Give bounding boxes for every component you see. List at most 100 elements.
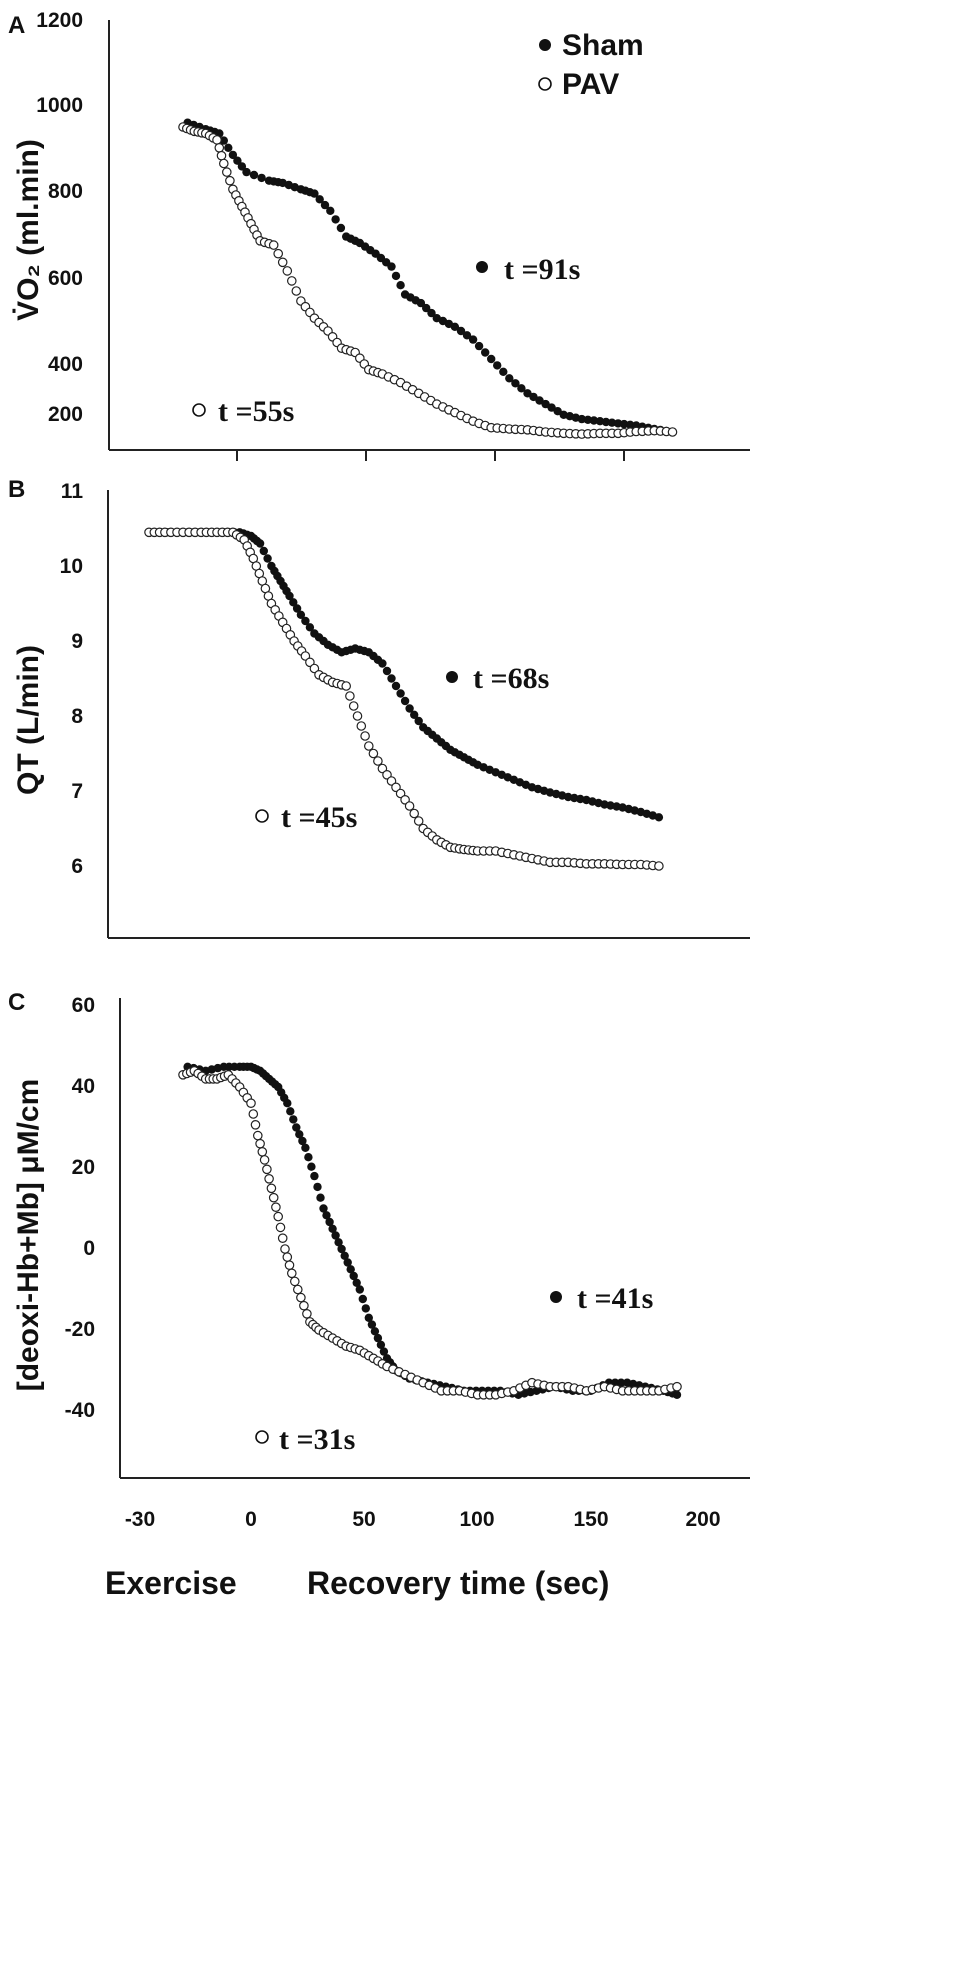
data-point: [352, 1278, 361, 1288]
panel-a-series-sham: [183, 118, 677, 437]
panel-c-ytick: 0: [83, 1237, 95, 1260]
data-point: [356, 721, 367, 731]
data-point: [263, 554, 272, 563]
data-point: [379, 1347, 389, 1356]
data-point: [511, 379, 520, 388]
panel-c-xtick: 150: [573, 1508, 608, 1531]
data-point: [396, 689, 405, 698]
data-point: [364, 1313, 373, 1323]
data-point: [286, 1268, 297, 1279]
panel-b-series-pav: [144, 527, 664, 871]
data-point: [277, 257, 288, 268]
data-point: [304, 1153, 313, 1162]
panel-b-ytick: 6: [71, 855, 83, 878]
data-point: [301, 616, 310, 626]
data-point: [212, 135, 222, 145]
data-point: [387, 674, 396, 683]
panel-c-xtick: 0: [245, 1508, 257, 1531]
x-label-exercise: Exercise: [105, 1565, 237, 1601]
legend: Sham PAV: [538, 29, 644, 101]
data-point: [310, 1171, 319, 1181]
data-point: [360, 731, 370, 741]
panel-c-y-ticks: 60 40 20 0 -20 -40: [65, 994, 95, 1422]
data-point: [667, 427, 678, 437]
data-point: [285, 591, 294, 601]
data-point: [264, 1174, 274, 1184]
data-point: [382, 666, 392, 676]
data-point: [505, 374, 514, 383]
data-point: [257, 1147, 268, 1157]
data-point: [299, 1300, 309, 1311]
data-point: [363, 741, 374, 751]
data-point: [296, 1292, 306, 1303]
panel-c-xtick: -30: [125, 1508, 155, 1531]
panel-c-ytick: -20: [65, 1318, 95, 1341]
data-point: [373, 756, 383, 766]
panel-b-pav-annotation-marker: [255, 809, 269, 823]
data-point: [368, 748, 379, 759]
panel-b-sham-annotation-marker: [446, 671, 458, 683]
panel-c-y-label: [deoxi-Hb+Mb] μM/cm: [12, 1079, 45, 1392]
data-point: [517, 384, 526, 393]
legend-sham-label: Sham: [562, 29, 644, 62]
data-point: [387, 262, 396, 271]
panel-a: A 1200 1000 800 600 400 200 V̇O₂ (ml.min…: [8, 9, 750, 461]
data-point: [301, 1143, 310, 1153]
data-point: [286, 1107, 295, 1116]
data-point: [616, 1378, 626, 1387]
data-point: [395, 788, 406, 799]
data-point: [282, 266, 293, 276]
data-point: [295, 1130, 304, 1139]
data-point: [456, 326, 466, 336]
data-point: [309, 663, 320, 674]
data-point: [348, 701, 359, 711]
data-point: [277, 1233, 288, 1243]
data-point: [422, 303, 431, 313]
data-point: [313, 1182, 322, 1192]
data-point: [322, 1211, 331, 1220]
data-point: [325, 1217, 334, 1227]
panel-c-sham-annotation-marker: [550, 1291, 562, 1303]
data-point: [237, 162, 247, 171]
data-point: [268, 240, 279, 250]
data-point: [248, 1109, 259, 1119]
data-point: [427, 308, 436, 318]
data-point: [315, 195, 324, 204]
panel-b-y-label: QT (L/min): [12, 645, 45, 795]
data-point: [336, 223, 346, 233]
data-point: [246, 1098, 256, 1108]
data-point: [535, 396, 544, 405]
panel-a-pav-annotation: t =55s: [218, 395, 294, 428]
data-point: [331, 1231, 340, 1240]
data-point: [376, 1340, 386, 1350]
data-point: [589, 416, 599, 425]
data-point: [286, 276, 297, 286]
data-point: [310, 189, 319, 198]
data-point: [266, 1183, 277, 1194]
data-point: [326, 206, 335, 215]
panel-c-ytick: 20: [72, 1156, 95, 1179]
data-point: [405, 704, 414, 713]
data-point: [391, 681, 401, 691]
data-point: [404, 801, 415, 811]
panel-b-sham-annotation: t =68s: [473, 662, 549, 695]
panel-a-y-ticks: 1200 1000 800 600 400 200: [36, 9, 83, 426]
data-point: [499, 367, 508, 376]
data-point: [273, 248, 283, 259]
panel-c-xtick: 200: [685, 1508, 720, 1531]
data-point: [275, 1222, 286, 1233]
data-point: [672, 1390, 682, 1400]
panel-a-pav-annotation-marker: [192, 403, 206, 417]
panel-c-series-pav: [178, 1066, 682, 1400]
data-point: [352, 711, 363, 721]
data-point: [242, 167, 251, 177]
panel-a-ytick: 1200: [36, 9, 83, 32]
data-point: [361, 1304, 370, 1313]
panel-c-pav-annotation-marker: [255, 1430, 269, 1444]
panel-c-sham-annotation: t =41s: [577, 1282, 653, 1315]
panel-a-ytick: 200: [48, 403, 83, 426]
panel-c-x-ticks: -30 0 50 100 150 200: [125, 1508, 721, 1531]
panel-b: B 11 10 9 8 7 6 QT (L/min) t =68s t =45s: [8, 476, 750, 939]
data-point: [358, 1294, 367, 1304]
panel-a-ytick: 1000: [36, 94, 83, 117]
